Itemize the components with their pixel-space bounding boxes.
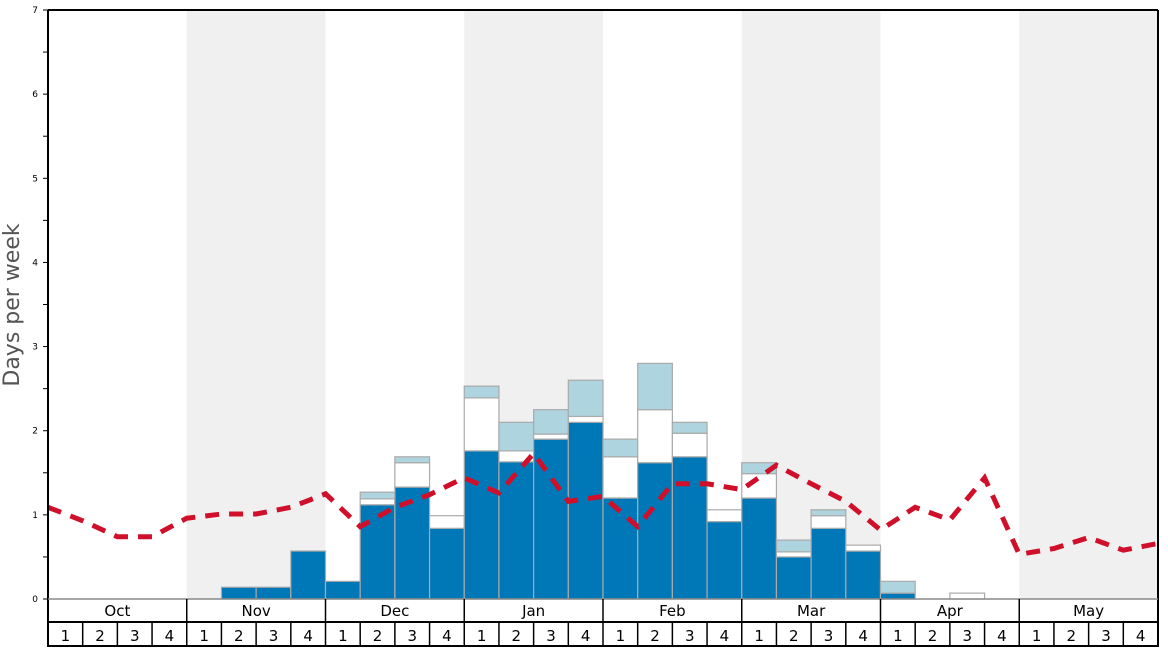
bar-segment [741,497,778,600]
week-label: 1 [1032,627,1042,645]
bar-segment [394,456,431,464]
bar-segment [637,462,673,600]
month-band [186,10,326,599]
month-label: Feb [659,602,686,620]
bar-segment [533,438,569,600]
bar-segment [220,586,257,600]
week-label: 2 [373,627,383,645]
bar-segment [671,421,708,434]
bar-segment [359,491,396,500]
week-label: 1 [754,627,764,645]
y-tick-label: 0 [32,595,38,605]
bar-segment [428,527,465,600]
week-label: 2 [1067,627,1077,645]
month-label: Nov [241,602,270,620]
bar-segment [810,509,847,517]
bar-segment [498,421,535,452]
week-label: 4 [1136,627,1146,645]
y-tick-label: 3 [32,343,38,353]
month-label: Mar [797,602,826,620]
bar-segment [290,550,327,600]
week-label: 2 [789,627,799,645]
bar-segment [533,409,569,435]
bar-segment [567,415,604,423]
bar-segment [359,498,396,506]
bar-segment [463,397,500,452]
week-label: 1 [616,627,626,645]
bar-segment [845,544,882,552]
bar-segment [463,385,500,399]
week-label: 2 [650,627,660,645]
bar-segment [671,456,708,600]
bar-segment [255,586,292,600]
week-label: 2 [928,627,938,645]
bar-segment [324,580,361,600]
bar-segment [879,592,916,600]
week-label: 2 [234,627,244,645]
week-label: 2 [95,627,105,645]
week-label: 4 [997,627,1007,645]
bar-segment [671,432,708,458]
week-label: 3 [130,627,140,645]
bar-segment [706,520,743,600]
bar-segment [879,580,916,594]
bar-segment [706,509,743,523]
week-label: 3 [962,627,972,645]
bar-segment [775,551,812,558]
y-tick-label: 2 [32,427,38,437]
week-label: 4 [303,627,313,645]
week-label: 1 [477,627,487,645]
bar-segment [498,461,535,600]
month-label: Apr [937,602,964,620]
bar-segment [775,556,812,600]
bar-segment [428,515,465,529]
week-label: 2 [512,627,522,645]
week-label: 4 [720,627,730,645]
bar-segment [602,438,639,458]
bar-segment [567,421,604,600]
week-label: 3 [1101,627,1111,645]
bar-segment [567,379,604,418]
week-label: 4 [442,627,452,645]
bar-segment [533,433,569,440]
month-label: Jan [521,602,545,620]
bar-segment [637,362,673,411]
bar-segment [602,497,639,600]
month-label: Dec [380,602,409,620]
y-tick-label: 1 [32,511,38,521]
week-label: 1 [199,627,209,645]
week-label: 3 [685,627,695,645]
week-label: 4 [858,627,868,645]
week-label: 3 [546,627,556,645]
month-label: May [1073,602,1104,620]
y-tick-label: 5 [32,174,38,184]
bar-segment [949,592,986,600]
month-band [1019,10,1158,599]
bar-segment [845,550,882,600]
week-label: 3 [407,627,417,645]
week-label: 4 [581,627,591,645]
week-label: 1 [61,627,71,645]
bar-segment [394,462,431,488]
month-label: Oct [104,602,130,620]
week-label: 1 [893,627,903,645]
y-tick-label: 4 [32,258,38,268]
y-tick-label: 7 [32,6,38,16]
bar-segment [775,539,812,553]
bar-segment [463,450,500,600]
average-line [47,449,1159,558]
week-label: 3 [824,627,834,645]
week-label: 1 [338,627,348,645]
week-label: 4 [165,627,175,645]
week-label: 3 [269,627,279,645]
bar-segment [810,515,847,529]
bar-segment [810,527,847,600]
bar-segment [602,456,639,499]
bar-segment [359,504,396,600]
y-tick-label: 6 [32,90,38,100]
bar-segment [637,409,673,464]
y-axis-label: Days per week [0,223,25,386]
